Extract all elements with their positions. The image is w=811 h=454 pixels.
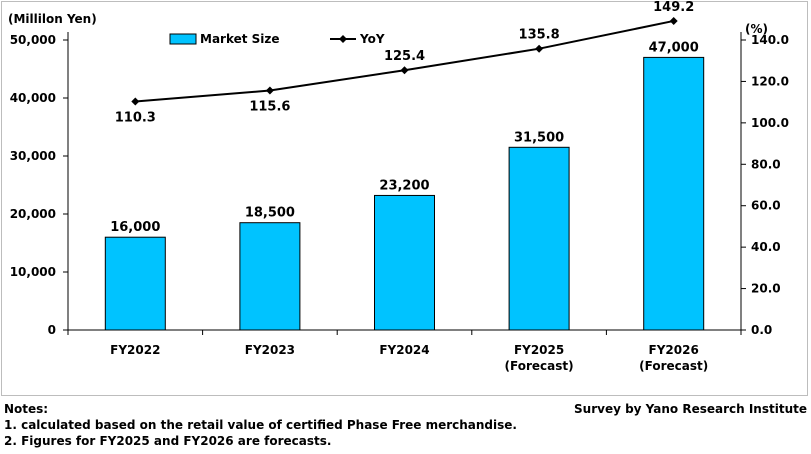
legend-market-size-swatch — [169, 33, 197, 45]
y-left-tick-label: 20,000 — [10, 207, 56, 221]
yoy-value-label: 115.6 — [249, 100, 290, 115]
chart-frame — [1, 1, 808, 396]
y-left-tick-label: 50,000 — [10, 33, 56, 47]
bar — [374, 194, 435, 331]
bar — [104, 236, 166, 331]
bar — [508, 146, 570, 331]
y-left-tick-label: 0 — [48, 323, 56, 337]
x-tick-label: (Forecast) — [505, 359, 574, 373]
yoy-value-label: 135.8 — [519, 28, 560, 43]
x-tick-label: FY2022 — [110, 343, 160, 357]
y-left-tick-label: 30,000 — [10, 149, 56, 163]
notes-block: Notes: 1. calculated based on the retail… — [4, 401, 517, 449]
yoy-value-label: 110.3 — [115, 111, 156, 126]
y-right-tick-label: 60.0 — [751, 199, 781, 213]
yoy-marker — [400, 66, 409, 75]
y-right-tick-label: 20.0 — [751, 282, 781, 296]
bar — [643, 56, 705, 331]
x-tick-label: FY2023 — [245, 343, 295, 357]
bar-value-label: 23,200 — [379, 178, 429, 193]
bar-value-label: 18,500 — [245, 206, 295, 221]
yoy-marker — [131, 97, 140, 106]
note-line-2: 2. Figures for FY2025 and FY2026 are for… — [4, 434, 332, 448]
y-left-tick-label: 40,000 — [10, 91, 56, 105]
yoy-marker — [669, 16, 678, 25]
yoy-value-label: 125.4 — [384, 49, 425, 64]
y-left-unit-label: (Millilon Yen) — [8, 12, 97, 26]
y-right-tick-label: 140.0 — [751, 33, 789, 47]
y-left-tick-label: 10,000 — [10, 265, 56, 279]
bar-value-label: 16,000 — [110, 220, 160, 235]
bar-value-label: 47,000 — [649, 40, 699, 55]
yoy-marker — [265, 86, 274, 95]
y-right-unit-label: (%) — [745, 22, 768, 36]
legend-yoy-marker — [339, 35, 347, 43]
x-tick-label: (Forecast) — [639, 359, 708, 373]
y-right-tick-label: 120.0 — [751, 74, 789, 88]
y-right-tick-label: 0.0 — [751, 323, 772, 337]
bar-value-label: 31,500 — [514, 130, 564, 145]
legend-market-size-label: Market Size — [200, 32, 280, 46]
combo-chart: 0 10,000 20,000 30,000 40,000 50,000 0.0 20.0 40… — [8, 0, 789, 373]
y-right-tick-label: 80.0 — [751, 157, 781, 171]
y-right-tick-label: 40.0 — [751, 240, 781, 254]
x-tick-label: FY2024 — [379, 343, 429, 357]
x-tick-label: FY2025 — [514, 343, 564, 357]
x-tick-label: FY2026 — [649, 343, 699, 357]
source-credit: Survey by Yano Research Institute — [574, 402, 807, 416]
legend-yoy-label: YoY — [359, 32, 385, 46]
note-line-1: 1. calculated based on the retail value … — [4, 418, 517, 432]
bar — [239, 222, 301, 331]
y-right-tick-label: 100.0 — [751, 116, 789, 130]
notes-heading: Notes: — [4, 402, 49, 416]
yoy-value-label: 149.2 — [653, 0, 694, 15]
yoy-marker — [535, 44, 544, 53]
